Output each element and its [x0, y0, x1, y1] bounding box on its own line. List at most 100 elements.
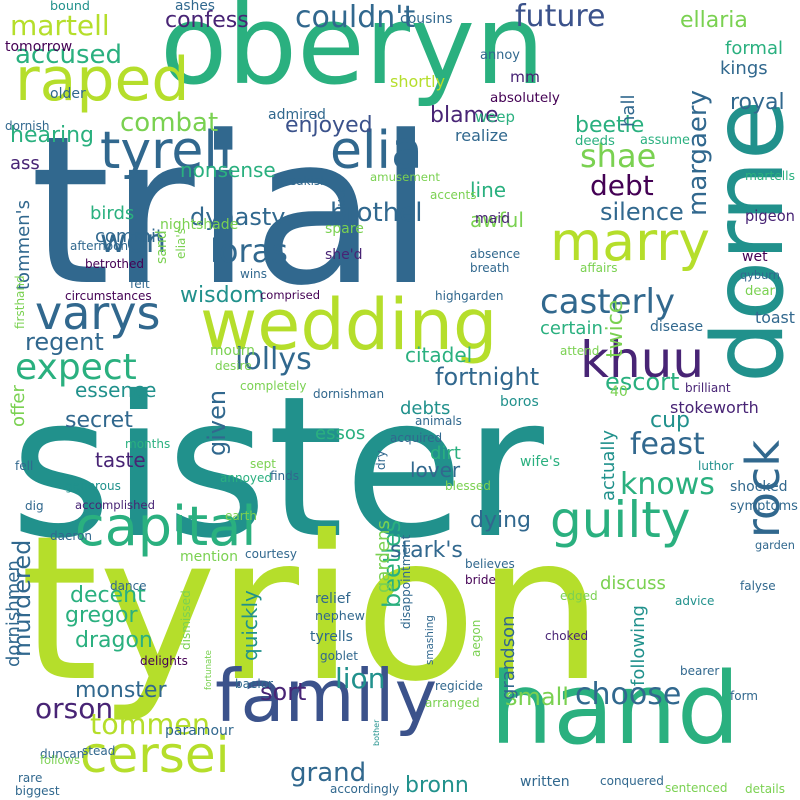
cloud-word: formal: [725, 38, 783, 59]
cloud-word: enjoyed: [285, 113, 373, 138]
cloud-word: bride: [465, 573, 496, 587]
cloud-word: dornishman: [313, 387, 385, 401]
cloud-word: commit: [95, 226, 164, 247]
cloud-word: mm: [510, 68, 540, 86]
cloud-word: sort: [260, 678, 307, 706]
cloud-word: debt: [590, 169, 654, 202]
cloud-word: confess: [165, 8, 249, 33]
cloud-word: falyse: [740, 579, 776, 593]
cloud-word: luthor: [698, 459, 734, 473]
cloud-word: edged: [560, 589, 598, 603]
cloud-word: sister: [10, 354, 544, 581]
cloud-word: relief: [315, 591, 351, 607]
cloud-word: taste: [95, 448, 146, 472]
cloud-word: small: [505, 683, 569, 711]
cloud-word: deeds: [575, 134, 615, 149]
cloud-word: tyrell: [100, 121, 233, 181]
cloud-word: nonsense: [180, 158, 276, 182]
cloud-word: bother: [372, 720, 381, 747]
cloud-word: dying: [470, 508, 532, 533]
cloud-word: ashes: [175, 0, 215, 14]
cloud-word: orson: [35, 692, 114, 725]
cloud-word: absence: [470, 247, 521, 261]
cloud-word: aegon: [469, 620, 483, 658]
cloud-word: realize: [455, 126, 509, 145]
cloud-word: form: [730, 689, 758, 703]
cloud-word: trial: [30, 93, 435, 331]
cloud-word: gardens: [373, 520, 394, 593]
cloud-word: escort: [605, 368, 680, 396]
cloud-word: annoyed: [220, 471, 273, 485]
cloud-word: future: [515, 0, 606, 34]
cloud-word: debts: [400, 398, 451, 419]
cloud-word: dornish: [5, 119, 50, 133]
cloud-word: actually: [598, 430, 619, 502]
cloud-word: accomplished: [75, 498, 155, 512]
cloud-word: breath: [470, 261, 510, 275]
cloud-word: symptoms: [730, 499, 798, 514]
cloud-word: months: [125, 437, 171, 451]
cloud-word: awful: [470, 208, 524, 232]
cloud-word: paramour: [165, 723, 234, 739]
cloud-word: shocked: [730, 479, 788, 495]
cloud-word: firsthand: [13, 275, 27, 329]
cloud-word: sept: [250, 457, 276, 471]
cloud-word: dornishmen: [3, 560, 24, 667]
cloud-word: won: [100, 222, 167, 260]
cloud-word: stead: [82, 744, 116, 758]
cloud-word: guilty: [550, 491, 691, 549]
cloud-word: fortunate: [204, 650, 214, 690]
cloud-word: dance: [110, 579, 147, 593]
cloud-word: hall: [618, 95, 639, 128]
cloud-word: written: [520, 774, 570, 790]
cloud-word: twice: [603, 300, 628, 359]
cloud-word: loras: [210, 232, 288, 270]
cloud-word: raped: [15, 45, 190, 115]
cloud-word: luck: [334, 185, 348, 210]
cloud-word: circumstances: [65, 289, 152, 303]
cloud-word: believes: [465, 557, 515, 571]
cloud-word: citadel: [405, 343, 473, 367]
cloud-word: goblet: [320, 649, 358, 663]
cloud-word: essence: [75, 378, 157, 402]
cloud-word: garden: [755, 538, 795, 552]
cloud-word: varys: [35, 286, 161, 340]
cloud-word: earth: [225, 509, 257, 523]
cloud-word: stark's: [390, 538, 463, 563]
cloud-word: grandson: [498, 615, 519, 700]
cloud-word: wisdom: [180, 283, 265, 308]
cloud-word: line: [470, 178, 507, 202]
cloud-word: regent: [25, 328, 104, 356]
cloud-word: boros: [500, 394, 539, 410]
cloud-word: royal: [730, 90, 785, 115]
cloud-word: cup: [650, 408, 691, 433]
cloud-word: acquired: [390, 431, 443, 445]
cloud-word: pigeon: [745, 208, 795, 225]
cloud-word: grand: [290, 758, 367, 788]
cloud-word: completely: [240, 379, 307, 393]
cloud-word: felt: [130, 277, 150, 291]
cloud-word: details: [745, 782, 785, 796]
cloud-word: assume: [640, 133, 690, 148]
cloud-word: cousins: [400, 11, 453, 27]
cloud-word: fell: [15, 459, 34, 473]
cloud-word: fortnight: [435, 363, 540, 391]
cloud-word: dorne: [692, 100, 800, 384]
cloud-word: casterly: [540, 282, 676, 322]
cloud-word: cersei: [80, 726, 230, 784]
cloud-word: elia's: [174, 228, 188, 259]
cloud-word: generous: [65, 479, 121, 493]
cloud-word: blame: [430, 103, 499, 128]
cloud-word: monster: [75, 678, 167, 703]
cloud-word: choked: [545, 629, 589, 643]
cloud-word: courtesy: [245, 547, 297, 561]
cloud-word: secret: [65, 408, 133, 433]
cloud-word: khuu: [580, 331, 705, 389]
cloud-word: duncan: [40, 747, 85, 761]
cloud-word: she'd: [325, 247, 363, 263]
cloud-word: afternoon: [70, 239, 129, 253]
cloud-word: rare: [18, 771, 43, 785]
cloud-word: wedding: [200, 284, 498, 366]
cloud-word: oberyn: [160, 0, 545, 109]
cloud-word: amusement: [370, 170, 440, 184]
